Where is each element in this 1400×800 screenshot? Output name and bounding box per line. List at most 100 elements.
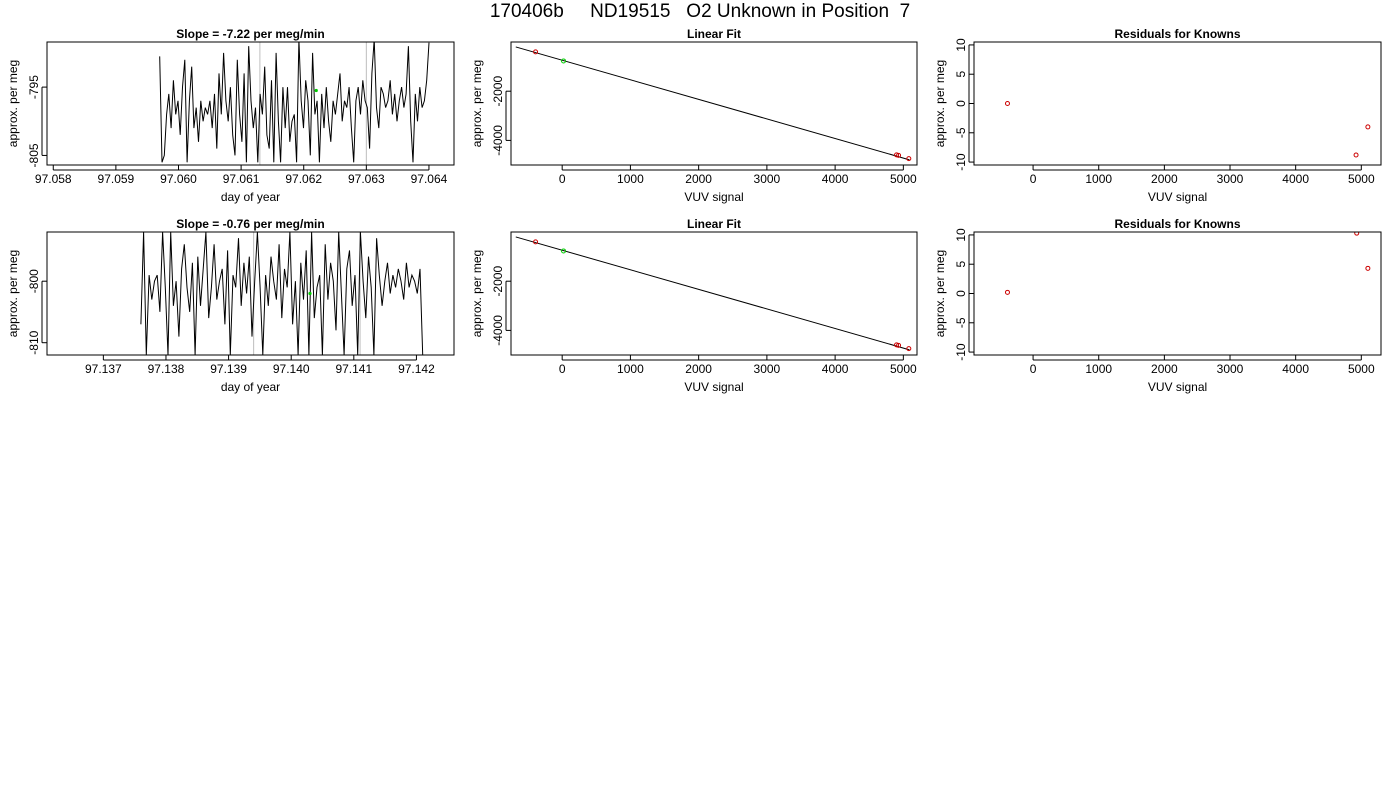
chart-panel-2: Linear Fit 0 1000 2000 3000 4000 5000 -2000 -400… [470, 27, 918, 204]
x-tick-label: 0 [1030, 172, 1037, 186]
x-tick-label: 97.058 [35, 172, 72, 186]
known-point [1365, 124, 1371, 130]
x-tick-label: 0 [559, 362, 566, 376]
x-axis-label: day of year [221, 190, 280, 204]
y-tick-label: -810 [27, 330, 41, 354]
y-axis-label: approx. per meg [933, 250, 947, 337]
y-tick-label: 5 [954, 261, 968, 268]
chart-title: Residuals for Knowns [1114, 27, 1240, 41]
plot-frame [510, 41, 918, 166]
x-tick-label: 5000 [890, 362, 917, 376]
x-tick-label: 2000 [685, 362, 712, 376]
chart-panel-5: Linear Fit 0 1000 2000 3000 4000 5000 -2000 -400… [470, 217, 918, 394]
x-tick-label: 97.064 [411, 172, 448, 186]
x-tick-label: 97.138 [148, 362, 185, 376]
x-axis-label: VUV signal [1148, 190, 1207, 204]
x-tick-label: 2000 [1151, 172, 1178, 186]
series-line [140, 232, 424, 355]
y-tick-label: -5 [954, 317, 968, 328]
x-tick-label: 97.140 [273, 362, 310, 376]
known-point [1353, 152, 1359, 158]
known-point [1365, 265, 1371, 271]
x-axis-label: VUV signal [684, 380, 743, 394]
chart-title: Residuals for Knowns [1114, 217, 1240, 231]
x-tick-label: 3000 [754, 172, 781, 186]
y-axis-label: approx. per meg [6, 250, 20, 337]
y-tick-label: 5 [954, 71, 968, 78]
chart-title: Slope = -7.22 per meg/min [176, 27, 324, 41]
y-tick-label: 10 [954, 38, 968, 52]
y-tick-label: -795 [27, 75, 41, 99]
fit-line [515, 236, 910, 351]
x-tick-label: 1000 [1085, 362, 1112, 376]
chart-panel-6: Residuals for Knowns 0 1000 2000 3000 4000 500… [933, 217, 1382, 394]
x-tick-label: 0 [559, 172, 566, 186]
x-tick-label: 4000 [822, 172, 849, 186]
known-point [894, 342, 900, 348]
x-tick-label: 97.060 [160, 172, 197, 186]
x-tick-label: 3000 [754, 362, 781, 376]
x-tick-label: 97.063 [348, 172, 385, 186]
y-tick-label: -4000 [491, 125, 505, 156]
plot-area [140, 232, 424, 355]
x-tick-label: 5000 [890, 172, 917, 186]
plot-frame [46, 231, 455, 356]
y-axis-label: approx. per meg [470, 60, 484, 147]
known-point [1354, 232, 1360, 236]
x-tick-label: 0 [1030, 362, 1037, 376]
plot-area [1004, 101, 1371, 158]
known-point [1004, 101, 1010, 106]
x-axis-label: VUV signal [684, 190, 743, 204]
y-tick-label: -10 [954, 153, 968, 171]
x-tick-label: 97.141 [335, 362, 372, 376]
x-tick-label: 2000 [685, 172, 712, 186]
y-axis-label: approx. per meg [470, 250, 484, 337]
y-tick-label: 0 [954, 290, 968, 297]
x-tick-label: 5000 [1348, 362, 1375, 376]
known-point [1004, 289, 1010, 295]
x-tick-label: 5000 [1348, 172, 1375, 186]
chart-title: Slope = -0.76 per meg/min [176, 217, 324, 231]
x-tick-label: 4000 [822, 362, 849, 376]
known-point [894, 152, 900, 158]
chart-panel-3: Residuals for Knowns 0 1000 2000 3000 4000 500… [933, 27, 1382, 204]
plot-frame [46, 41, 455, 166]
plot-frame [973, 231, 1382, 356]
known-point [533, 49, 539, 55]
y-tick-label: -800 [27, 269, 41, 293]
unknown-point [561, 58, 567, 64]
x-tick-label: 3000 [1217, 172, 1244, 186]
chart-title: Linear Fit [687, 27, 741, 41]
x-tick-label: 97.061 [223, 172, 260, 186]
known-point [896, 152, 902, 158]
plot-frame [973, 41, 1382, 166]
series-line [159, 42, 430, 163]
known-point [906, 156, 912, 162]
x-tick-label: 97.139 [210, 362, 247, 376]
x-axis-label: VUV signal [1148, 380, 1207, 394]
y-tick-label: -10 [954, 343, 968, 361]
x-tick-label: 3000 [1217, 362, 1244, 376]
chart-title: Linear Fit [687, 217, 741, 231]
x-tick-label: 1000 [1085, 172, 1112, 186]
y-tick-label: -4000 [491, 315, 505, 346]
y-tick-label: -2000 [491, 76, 505, 107]
unknown-marker [308, 291, 312, 296]
x-tick-label: 1000 [617, 362, 644, 376]
x-tick-label: 97.059 [98, 172, 135, 186]
x-tick-label: 1000 [617, 172, 644, 186]
unknown-point [561, 248, 567, 254]
x-axis-label: day of year [221, 380, 280, 394]
plot-area [515, 46, 912, 162]
x-tick-label: 97.137 [85, 362, 122, 376]
x-tick-label: 2000 [1151, 362, 1178, 376]
x-tick-label: 4000 [1282, 172, 1309, 186]
y-tick-label: 10 [954, 228, 968, 242]
known-point [896, 342, 902, 348]
known-point [906, 346, 912, 352]
y-tick-label: -2000 [491, 266, 505, 297]
y-tick-label: 0 [954, 100, 968, 107]
fit-line [515, 46, 910, 161]
y-axis-label: approx. per meg [6, 60, 20, 147]
